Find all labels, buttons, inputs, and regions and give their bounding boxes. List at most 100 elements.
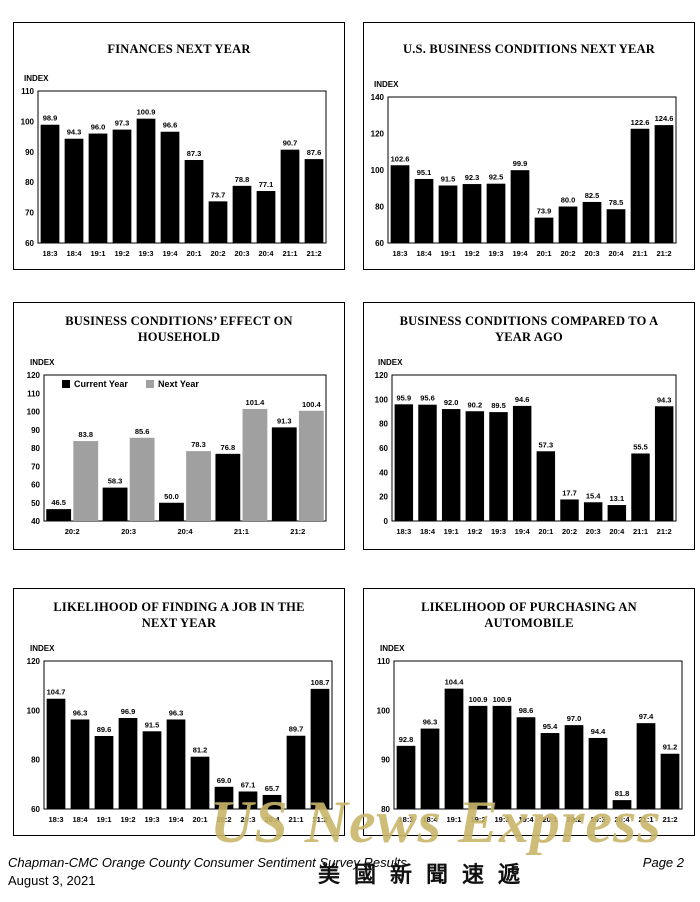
bar (564, 725, 584, 809)
bar-value-label: 94.6 (515, 395, 530, 404)
y-axis-title: INDEX (378, 358, 403, 367)
bar (129, 437, 155, 521)
bar-value-label: 95.4 (543, 722, 558, 731)
bar (184, 160, 204, 243)
legend-swatch (146, 380, 154, 388)
bar-value-label: 96.3 (169, 708, 184, 717)
legend-label: Next Year (158, 379, 199, 389)
x-tick-label: 20:1 (538, 527, 553, 536)
bar (396, 745, 416, 809)
x-tick-label: 21:2 (657, 527, 672, 536)
chart-title: LIKELIHOOD OF PURCHASING AN AUTOMOBILE (421, 600, 637, 630)
y-tick-label: 50 (31, 499, 40, 508)
plot-area (391, 374, 677, 522)
x-tick-label: 18:4 (72, 815, 88, 824)
chart-panel-purchasing-auto: LIKELIHOOD OF PURCHASING AN AUTOMOBILE I… (363, 588, 695, 836)
chart-svg: INDEX 60 80 100 120 140 18:3 102.6 18:4 95.1 19:1 9… (371, 80, 677, 258)
bar-value-label: 100.9 (137, 108, 156, 117)
bar-value-label: 78.5 (609, 198, 624, 207)
y-tick-label: 90 (31, 426, 40, 435)
x-tick-label: 20:4 (177, 527, 193, 536)
bar (607, 505, 627, 521)
y-tick-label: 60 (379, 444, 388, 453)
bar-value-label: 65.7 (265, 784, 280, 793)
bar (286, 735, 306, 809)
bar-value-label: 97.0 (567, 714, 582, 723)
bar (208, 201, 228, 243)
y-tick-label: 80 (31, 444, 40, 453)
bar-value-label: 96.6 (163, 121, 178, 130)
bar (612, 800, 632, 809)
bar-value-label: 73.9 (537, 207, 552, 216)
footer-page-number: Page 2 (642, 855, 684, 870)
y-axis-title: INDEX (380, 644, 405, 653)
bar-value-label: 90.2 (468, 400, 483, 409)
y-tick-label: 120 (371, 130, 385, 139)
y-axis-title: INDEX (374, 80, 399, 89)
y-tick-label: 80 (375, 203, 384, 212)
x-tick-label: 19:2 (114, 249, 129, 258)
bar-value-label: 67.1 (241, 780, 256, 789)
bar (390, 165, 410, 243)
watermark-logo: US News Express (210, 789, 662, 855)
x-tick-label: 19:4 (512, 249, 528, 258)
bar-value-label: 97.4 (639, 712, 654, 721)
watermark-chinese-text: 美國新聞速遞 (318, 862, 535, 888)
bar-value-label: 98.9 (43, 114, 58, 123)
x-tick-label: 20:4 (264, 815, 280, 824)
bar-value-label: 76.8 (221, 443, 236, 452)
bar (462, 184, 482, 243)
x-tick-label: 20:4 (608, 249, 624, 258)
x-tick-label: 20:3 (240, 815, 255, 824)
y-tick-label: 20 (379, 493, 388, 502)
bar-value-label: 87.3 (187, 149, 202, 158)
bar (73, 441, 99, 521)
plot-area (387, 96, 677, 244)
bar (160, 131, 180, 243)
chart-title: BUSINESS CONDITIONS’ EFFECT ON HOUSEHOLD (65, 314, 293, 344)
x-tick-label: 19:2 (120, 815, 135, 824)
bar (215, 453, 241, 521)
bar-value-label: 99.9 (513, 159, 528, 168)
y-tick-label: 110 (27, 389, 40, 398)
bar-value-label: 96.3 (73, 708, 88, 717)
x-tick-label: 21:1 (282, 249, 297, 258)
y-tick-label: 90 (25, 148, 34, 157)
bar (304, 159, 324, 243)
bar (583, 502, 603, 521)
y-tick-label: 120 (375, 371, 389, 380)
plot-area (37, 90, 327, 244)
bar (394, 404, 414, 521)
bar-value-label: 92.8 (399, 735, 414, 744)
x-tick-label: 20:4 (614, 815, 630, 824)
x-tick-label: 19:2 (464, 249, 479, 258)
bar (238, 791, 258, 809)
y-tick-label: 60 (31, 805, 40, 814)
x-tick-label: 20:3 (121, 527, 136, 536)
bar-value-label: 50.0 (164, 492, 179, 501)
bar-value-label: 96.9 (121, 707, 136, 716)
chart-title: FINANCES NEXT YEAR (107, 42, 251, 56)
chart-title: LIKELIHOOD OF FINDING A JOB IN THE NEXT … (53, 600, 305, 630)
bar-value-label: 17.7 (562, 488, 577, 497)
bar (516, 717, 536, 809)
chart-svg: INDEX 80 90 100 110 18:3 92.8 18:4 96.3 19:1 104.4… (377, 644, 683, 824)
x-tick-label: 19:2 (467, 527, 482, 536)
x-tick-label: 21:1 (638, 815, 653, 824)
y-tick-label: 100 (27, 408, 41, 417)
bar (540, 733, 560, 809)
x-tick-label: 19:3 (491, 527, 506, 536)
x-tick-label: 19:1 (446, 815, 461, 824)
bar (489, 412, 508, 521)
x-tick-label: 19:4 (518, 815, 534, 824)
bar-value-label: 100.4 (302, 400, 322, 409)
bar-value-label: 89.5 (491, 401, 506, 410)
x-tick-label: 18:3 (42, 249, 57, 258)
x-tick-label: 20:3 (586, 527, 601, 536)
bar-value-label: 80.0 (561, 196, 576, 205)
bar (242, 408, 268, 521)
chart-svg: INDEX 0 20 40 60 80 100 120 18:3 95.9 18:4 95.6 19:1… (375, 358, 677, 536)
chart-svg: INDEX 60 70 80 90 100 110 18:3 98.9 18:4 94.3 19:1 9… (21, 74, 327, 258)
y-tick-label: 120 (27, 371, 41, 380)
x-tick-label: 20:2 (566, 815, 581, 824)
